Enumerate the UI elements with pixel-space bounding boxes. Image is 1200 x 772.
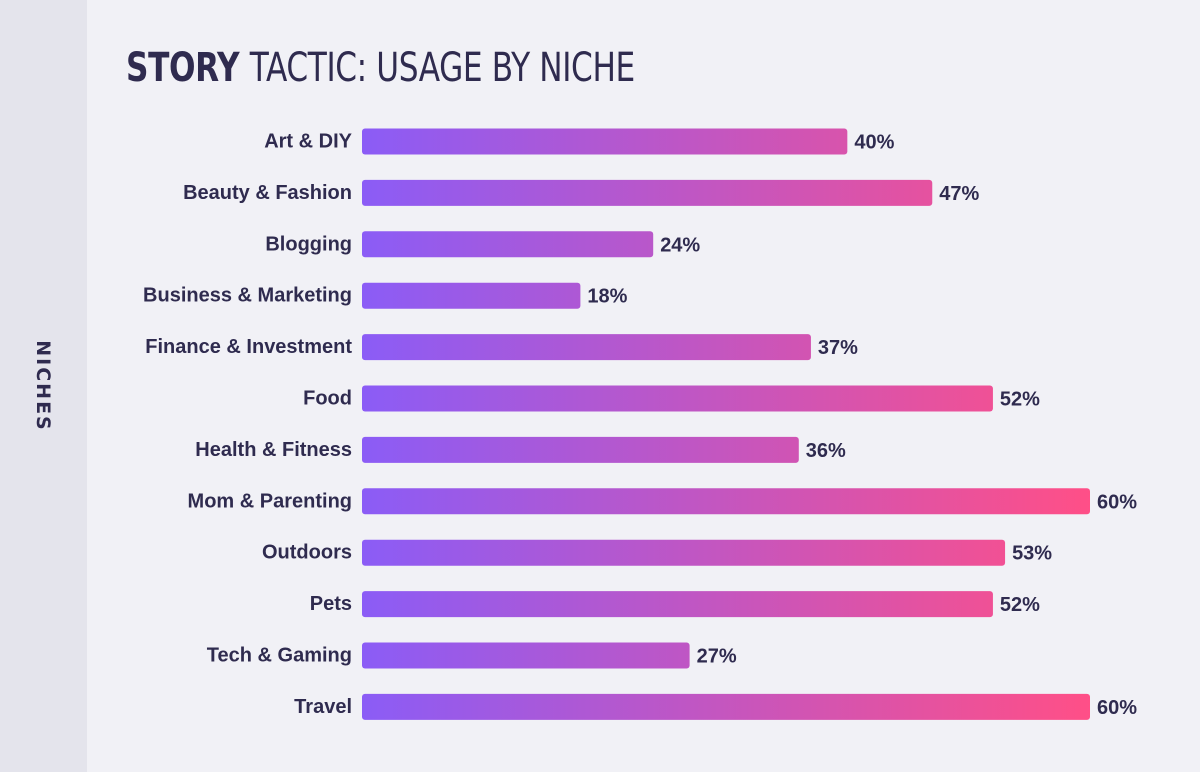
- bar: [362, 128, 848, 155]
- bar: [362, 282, 581, 309]
- chart-title-rest: TACTIC: USAGE BY NICHE: [249, 45, 636, 91]
- bar: [362, 642, 690, 669]
- chart-title: STORY TACTIC: USAGE BY NICHE: [126, 44, 635, 92]
- chart-title-strong: STORY: [126, 45, 240, 91]
- category-label: Mom & Parenting: [188, 490, 352, 512]
- value-label: 47%: [939, 183, 979, 205]
- bar-row: Finance & Investment 37%: [145, 334, 858, 361]
- value-label: 60%: [1097, 697, 1137, 719]
- category-label: Finance & Investment: [145, 336, 352, 358]
- bar-row: Beauty & Fashion 47%: [183, 179, 980, 206]
- bar-row: Mom & Parenting 60%: [188, 488, 1137, 515]
- bar-row: Blogging 24%: [265, 231, 700, 258]
- side-strip: [0, 0, 87, 772]
- bars-group: Art & DIY 40% Beauty & Fashion 47% Blogging 2…: [143, 128, 1137, 720]
- category-label: Beauty & Fashion: [183, 182, 352, 204]
- category-label: Travel: [294, 696, 352, 718]
- bar: [362, 693, 1090, 720]
- bar: [362, 231, 654, 258]
- bar-row: Travel 60%: [294, 693, 1137, 720]
- bar: [362, 488, 1090, 515]
- bar: [362, 591, 993, 618]
- value-label: 24%: [660, 234, 700, 256]
- value-label: 52%: [1000, 389, 1040, 411]
- category-label: Outdoors: [262, 542, 352, 564]
- bar-row: Pets 52%: [310, 591, 1040, 618]
- category-label: Pets: [310, 593, 352, 615]
- value-label: 37%: [818, 337, 858, 359]
- category-label: Business & Marketing: [143, 285, 352, 307]
- value-label: 53%: [1012, 543, 1052, 565]
- value-label: 36%: [806, 440, 846, 462]
- value-label: 27%: [697, 646, 737, 668]
- bar: [362, 334, 811, 361]
- category-label: Health & Fitness: [195, 439, 352, 461]
- bar-row: Tech & Gaming 27%: [207, 642, 737, 669]
- category-label: Blogging: [265, 233, 352, 255]
- bar-row: Outdoors 53%: [262, 539, 1052, 566]
- value-label: 40%: [854, 132, 894, 154]
- category-label: Food: [303, 388, 352, 410]
- bar-row: Art & DIY 40%: [264, 128, 895, 155]
- bar-row: Food 52%: [303, 385, 1040, 412]
- bar-row: Health & Fitness 36%: [195, 436, 846, 463]
- value-label: 52%: [1000, 594, 1040, 616]
- category-label: Art & DIY: [264, 131, 352, 153]
- value-label: 60%: [1097, 491, 1137, 513]
- value-label: 18%: [587, 286, 627, 308]
- bar: [362, 179, 933, 206]
- bar: [362, 539, 1006, 566]
- category-label: Tech & Gaming: [207, 645, 352, 667]
- bar-row: Business & Marketing 18%: [143, 282, 628, 309]
- bar: [362, 436, 799, 463]
- bar: [362, 385, 993, 412]
